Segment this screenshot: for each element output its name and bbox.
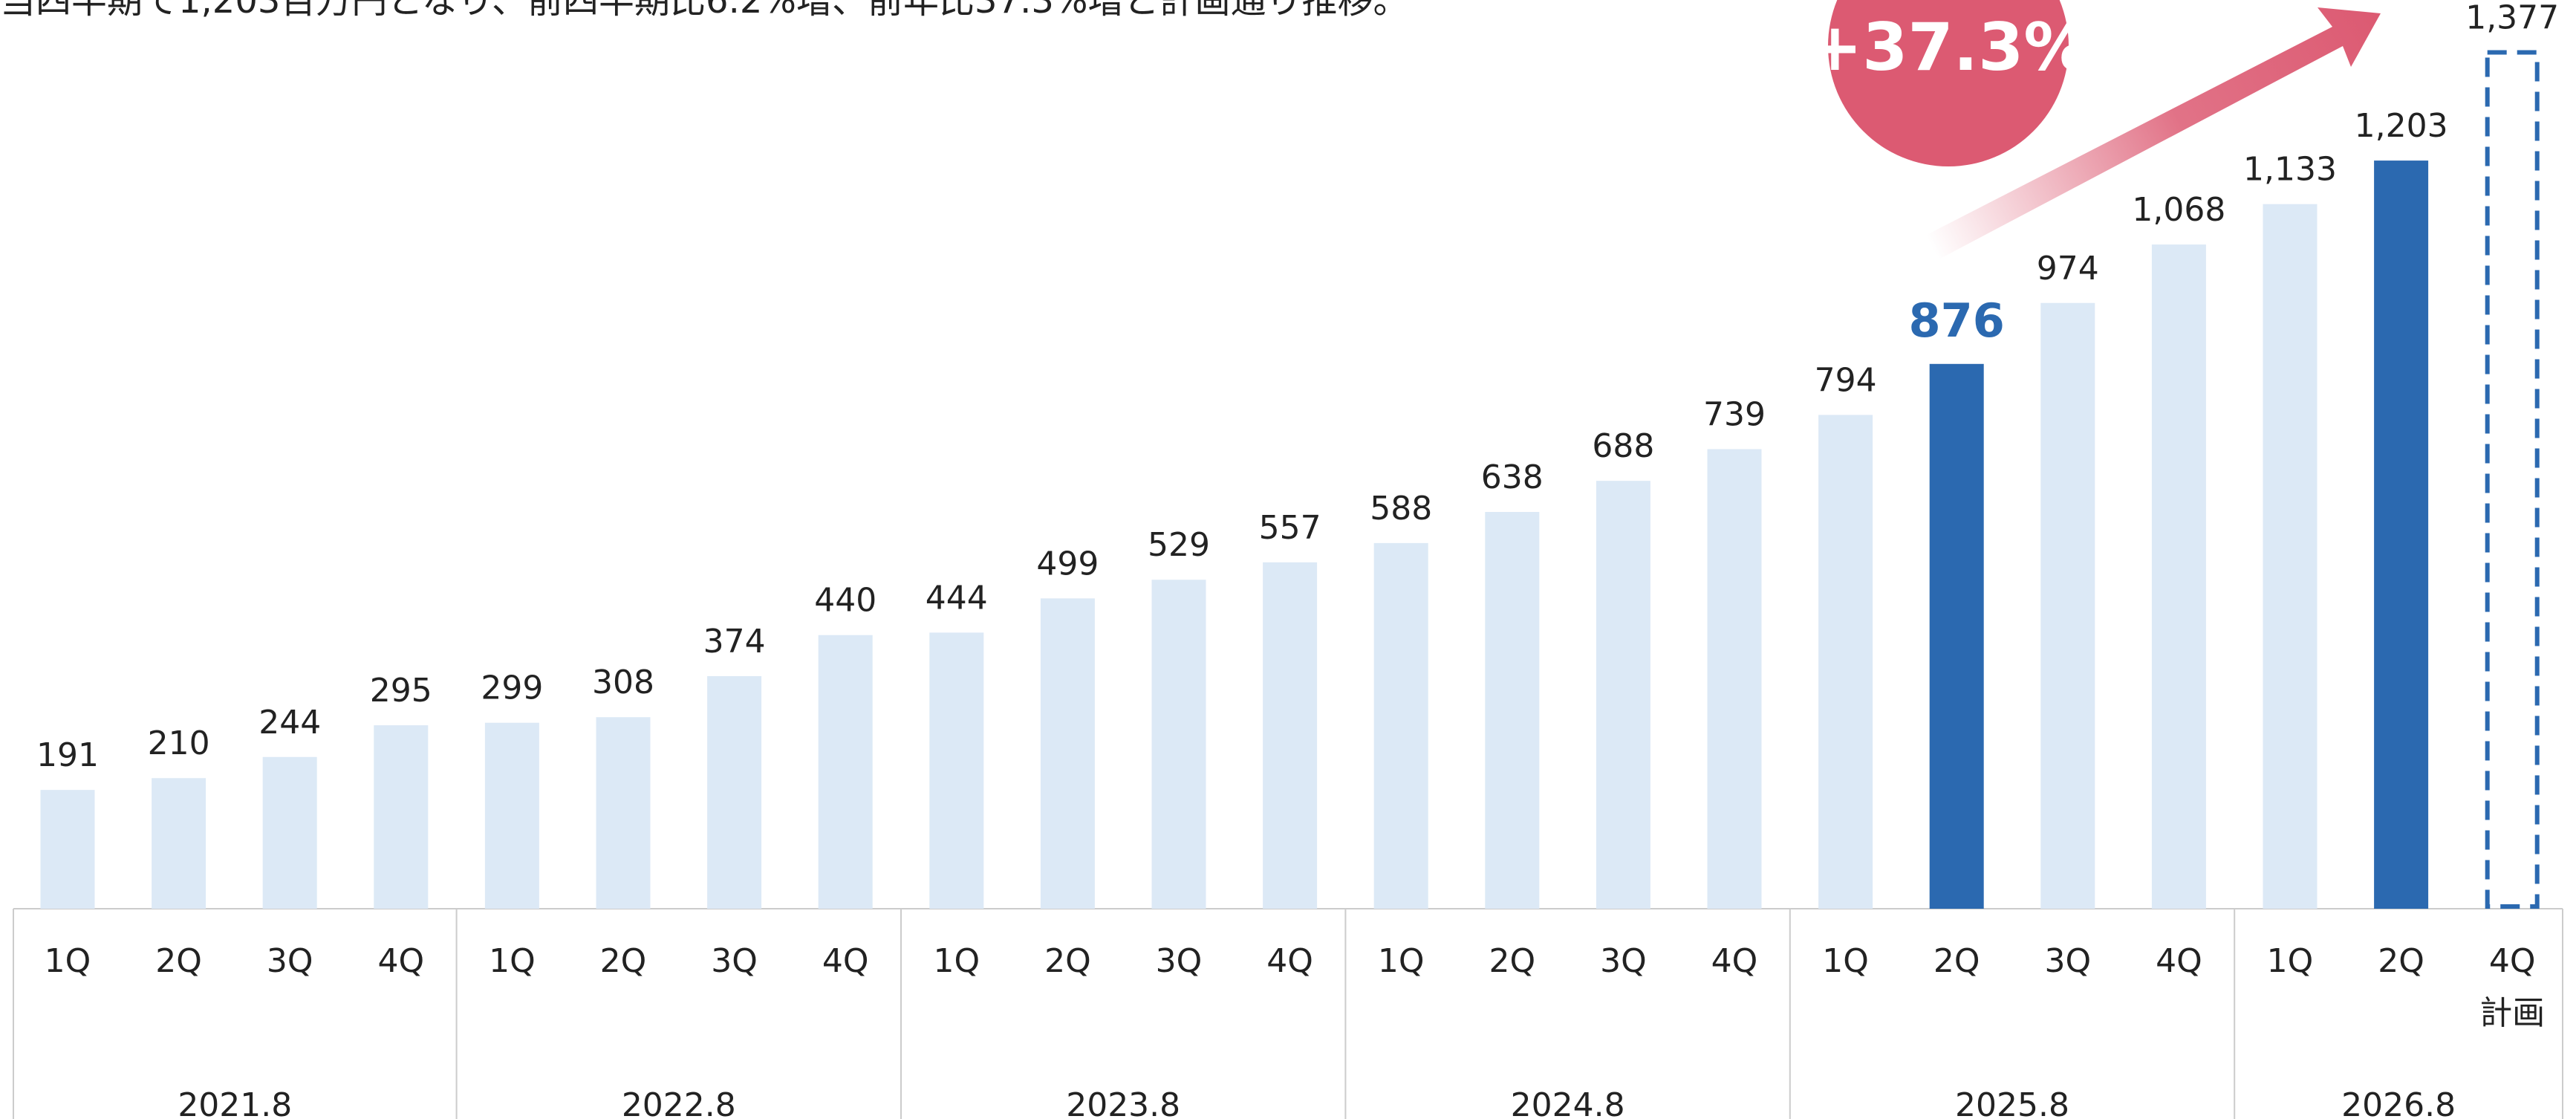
category-label: 4Q xyxy=(2489,942,2536,980)
plan-bar xyxy=(2485,50,2540,909)
bar xyxy=(1151,580,1206,909)
value-label: 638 xyxy=(1481,458,1544,496)
year-label: 2024.8 xyxy=(1511,1086,1625,1119)
growth-badge xyxy=(1828,0,2069,166)
value-label: 974 xyxy=(2037,250,2099,288)
value-label: 529 xyxy=(1148,526,1210,564)
category-label: 2Q xyxy=(1933,942,1980,980)
value-label: 739 xyxy=(1703,395,1766,433)
growth-annotation: +37.3% xyxy=(1807,9,2089,85)
category-label: 3Q xyxy=(267,942,313,980)
category-label: 2Q xyxy=(600,942,647,980)
category-label: 3Q xyxy=(711,942,758,980)
year-label: 2022.8 xyxy=(622,1086,736,1119)
plan-label: 計画 xyxy=(2479,994,2545,1032)
bar xyxy=(596,717,651,909)
value-label: 299 xyxy=(481,669,543,707)
growth-arrow xyxy=(1924,7,2381,259)
category-label: 4Q xyxy=(377,942,424,980)
bar xyxy=(2151,244,2206,909)
bar xyxy=(1485,511,1540,909)
category-label: 2Q xyxy=(1044,942,1091,980)
bar xyxy=(1818,415,1873,909)
value-label: 499 xyxy=(1036,545,1099,583)
value-label: 295 xyxy=(370,672,432,710)
category-label: 1Q xyxy=(933,942,980,980)
bar xyxy=(1596,481,1650,909)
value-label: 588 xyxy=(1370,490,1432,528)
category-label: 2Q xyxy=(2378,942,2424,980)
value-label: 1,133 xyxy=(2243,151,2337,189)
subtitle: 当四半期で1,203百万円となり、前四半期比6.2%増、前年比37.3%増と計画… xyxy=(0,0,1409,22)
category-label: 1Q xyxy=(2267,942,2314,980)
bar xyxy=(707,675,762,909)
year-label: 2026.8 xyxy=(2341,1086,2456,1119)
category-label: 2Q xyxy=(1489,942,1535,980)
bar xyxy=(152,778,206,909)
category-label: 4Q xyxy=(1711,942,1758,980)
category-label: 1Q xyxy=(489,942,536,980)
value-label: 1,068 xyxy=(2132,191,2225,229)
category-label: 1Q xyxy=(45,942,91,980)
value-label: 444 xyxy=(926,579,988,617)
value-label: 876 xyxy=(1908,293,2004,348)
value-label: 557 xyxy=(1259,509,1321,547)
value-label: 1,203 xyxy=(2355,107,2448,145)
category-label: 2Q xyxy=(155,942,202,980)
value-label: 688 xyxy=(1592,427,1654,465)
bar xyxy=(2263,204,2318,909)
category-label: 4Q xyxy=(2156,942,2202,980)
year-label: 2021.8 xyxy=(178,1086,292,1119)
bar xyxy=(1263,562,1318,909)
bar xyxy=(262,756,317,909)
bar xyxy=(40,790,95,909)
value-label: 191 xyxy=(36,736,99,774)
category-label: 3Q xyxy=(1600,942,1647,980)
bar xyxy=(818,635,873,909)
category-label: 4Q xyxy=(822,942,869,980)
year-label: 2023.8 xyxy=(1066,1086,1180,1119)
value-label: 1,377 xyxy=(2465,0,2559,36)
bar xyxy=(929,632,984,909)
category-label: 1Q xyxy=(1822,942,1869,980)
bar xyxy=(1040,598,1095,909)
bar xyxy=(484,722,539,909)
value-label: 210 xyxy=(148,724,210,762)
bar xyxy=(2374,160,2429,909)
bar xyxy=(1707,449,1762,909)
category-label: 4Q xyxy=(1266,942,1313,980)
category-label: 3Q xyxy=(1156,942,1203,980)
bar xyxy=(374,725,429,909)
bar xyxy=(1929,363,1984,909)
category-label: 1Q xyxy=(1378,942,1425,980)
value-label: 308 xyxy=(592,664,654,701)
bar xyxy=(2040,302,2095,909)
value-label: 794 xyxy=(1815,361,1877,399)
bar xyxy=(1373,542,1428,909)
value-label: 374 xyxy=(703,623,766,661)
year-label: 2025.8 xyxy=(1955,1086,2069,1119)
value-label: 244 xyxy=(258,704,321,742)
value-label: 440 xyxy=(814,582,876,620)
category-label: 3Q xyxy=(2044,942,2091,980)
